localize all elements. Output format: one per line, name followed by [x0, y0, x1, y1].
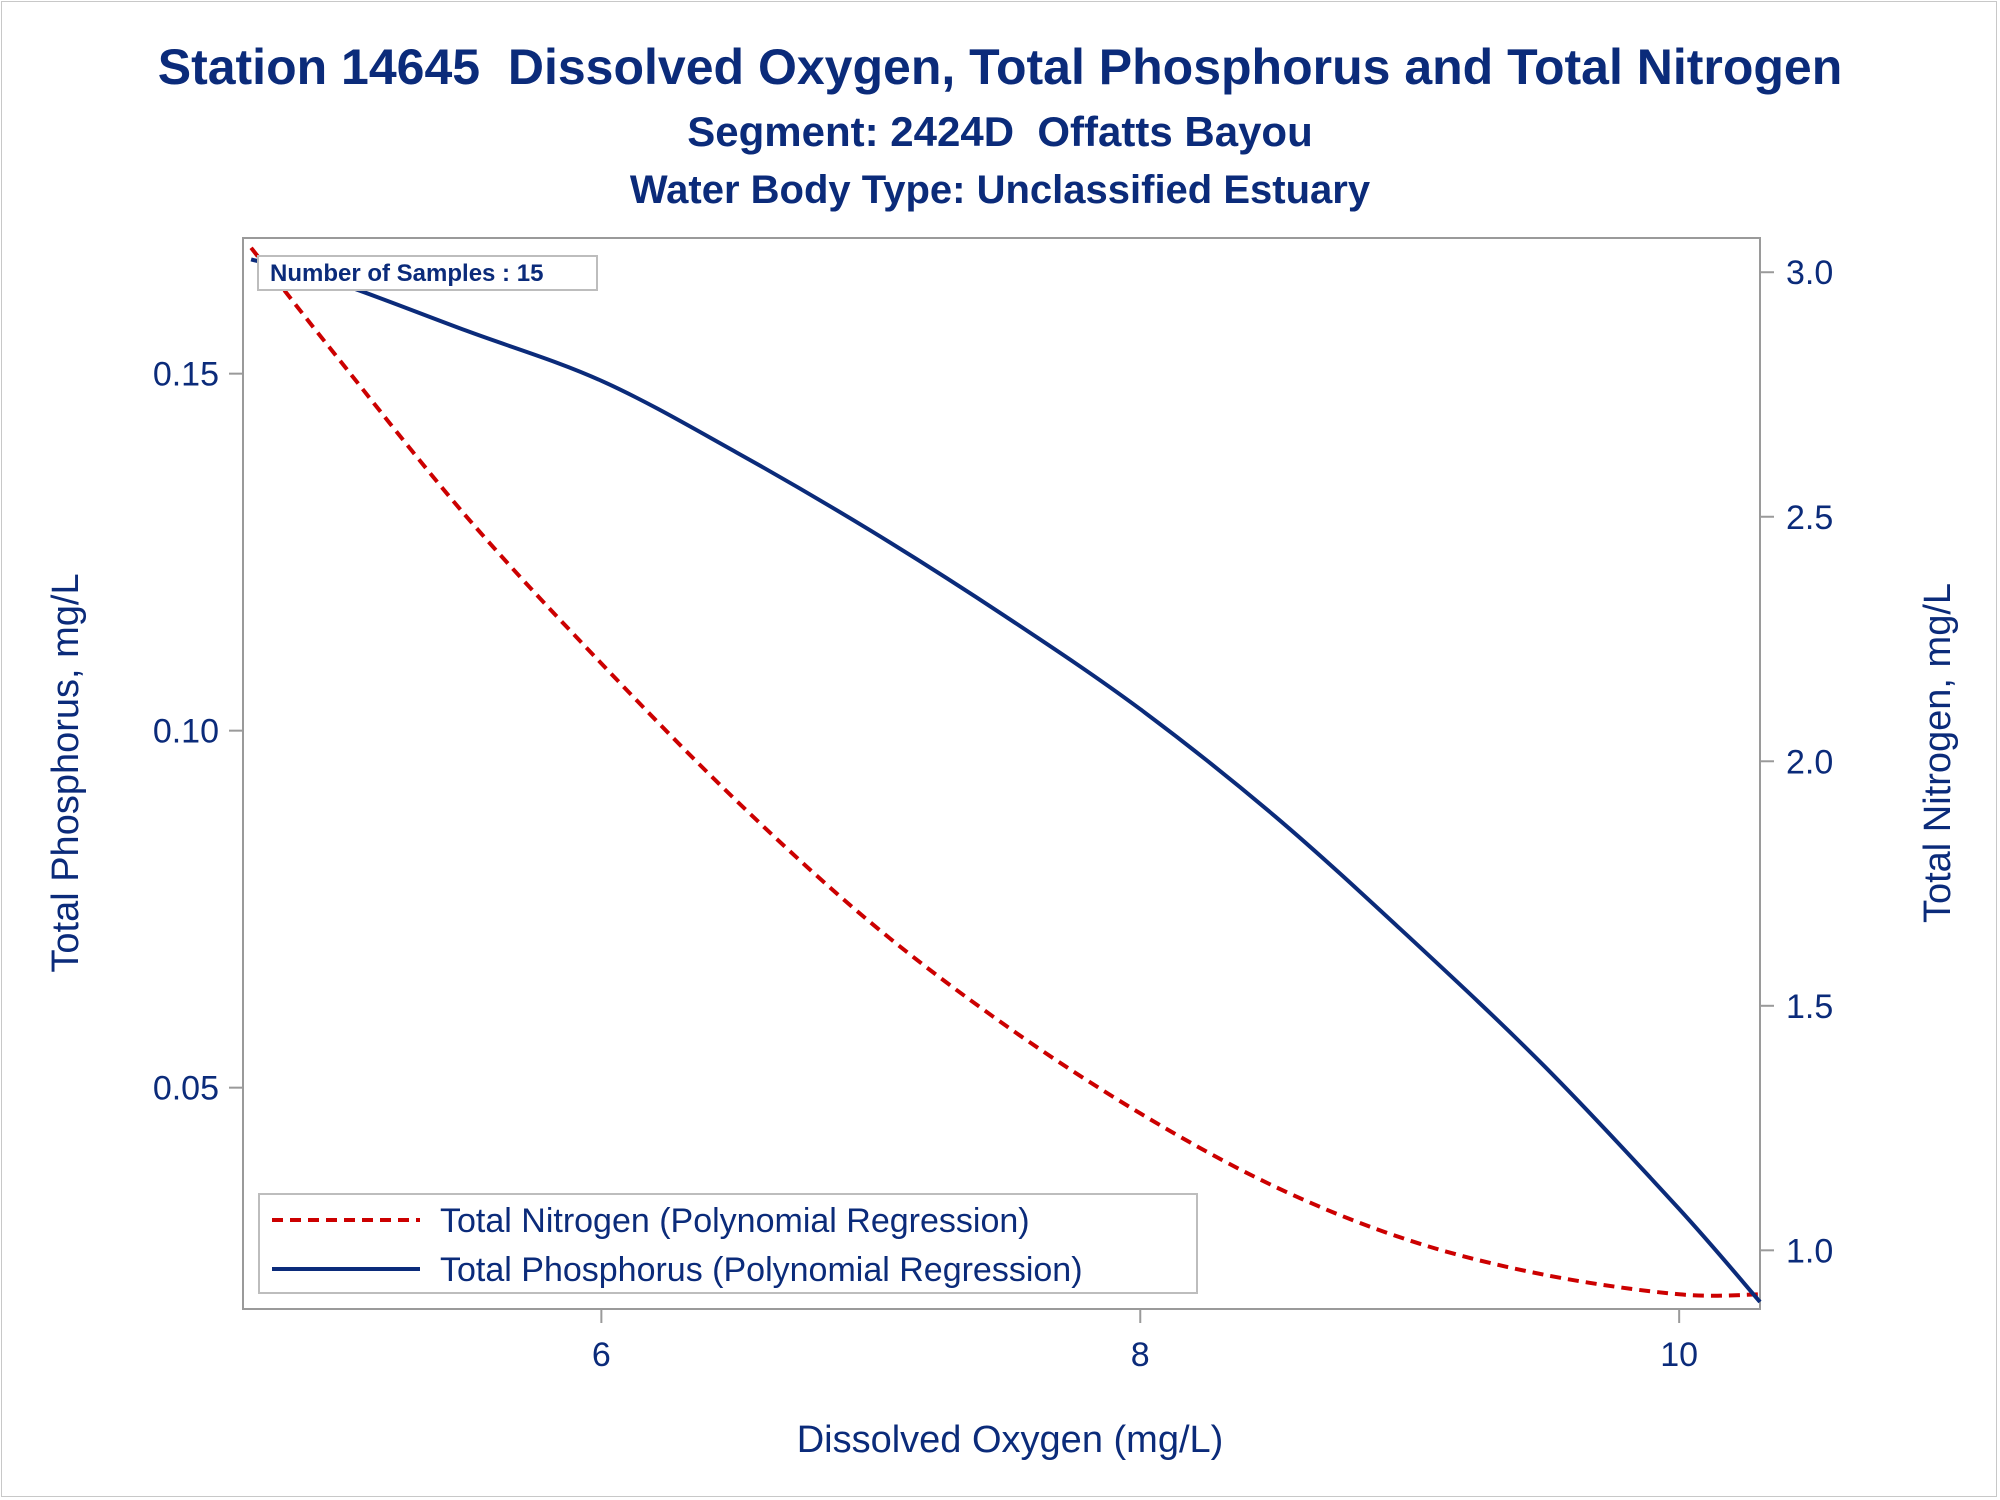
- x-tick-label: 6: [592, 1336, 611, 1374]
- sample-count-box: Number of Samples : 15: [257, 255, 598, 291]
- plot-area: [242, 237, 1761, 1310]
- y2-axis-title: Total Nitrogen, mg/L: [1917, 583, 1959, 923]
- x-tick-label: 10: [1660, 1336, 1698, 1374]
- x-axis-title: Dissolved Oxygen (mg/L): [797, 1419, 1224, 1461]
- legend-label-nitrogen: Total Nitrogen (Polynomial Regression): [440, 1202, 1030, 1240]
- y-axis-right: 1.0 1.5 2.0 2.5 3.0: [1760, 254, 1833, 1270]
- y2-tick-label: 2.0: [1786, 743, 1833, 781]
- y-axis-title: Total Phosphorus, mg/L: [45, 573, 87, 972]
- series-line-phosphorus: [250, 257, 1762, 1304]
- x-axis: 6 8 10: [592, 1309, 1698, 1374]
- chart-subtitle-2: Water Body Type: Unclassified Estuary: [629, 168, 1371, 212]
- y2-tick-label: 3.0: [1786, 254, 1833, 292]
- series-line-nitrogen: [249, 246, 1761, 1298]
- y2-tick-label: 1.5: [1786, 988, 1833, 1026]
- y-axis-left: 0.05 0.10 0.15: [153, 356, 243, 1108]
- y2-tick-label: 1.0: [1786, 1232, 1833, 1270]
- legend: Total Nitrogen (Polynomial Regression) T…: [258, 1193, 1198, 1294]
- sample-count-frame: [257, 255, 598, 291]
- y2-tick-label: 2.5: [1786, 499, 1833, 537]
- y-tick-label: 0.15: [153, 356, 219, 394]
- y-tick-label: 0.10: [153, 713, 219, 751]
- chart-title: Station 14645 Dissolved Oxygen, Total Ph…: [157, 39, 1843, 95]
- legend-label-phosphorus: Total Phosphorus (Polynomial Regression): [440, 1251, 1083, 1289]
- legend-frame: [258, 1193, 1198, 1294]
- chart-subtitle: Segment: 2424D Offatts Bayou: [687, 108, 1313, 155]
- sample-count-text: Number of Samples : 15: [270, 260, 543, 287]
- x-tick-label: 8: [1131, 1336, 1150, 1374]
- series-group: [249, 246, 1762, 1304]
- y-tick-label: 0.05: [153, 1070, 219, 1108]
